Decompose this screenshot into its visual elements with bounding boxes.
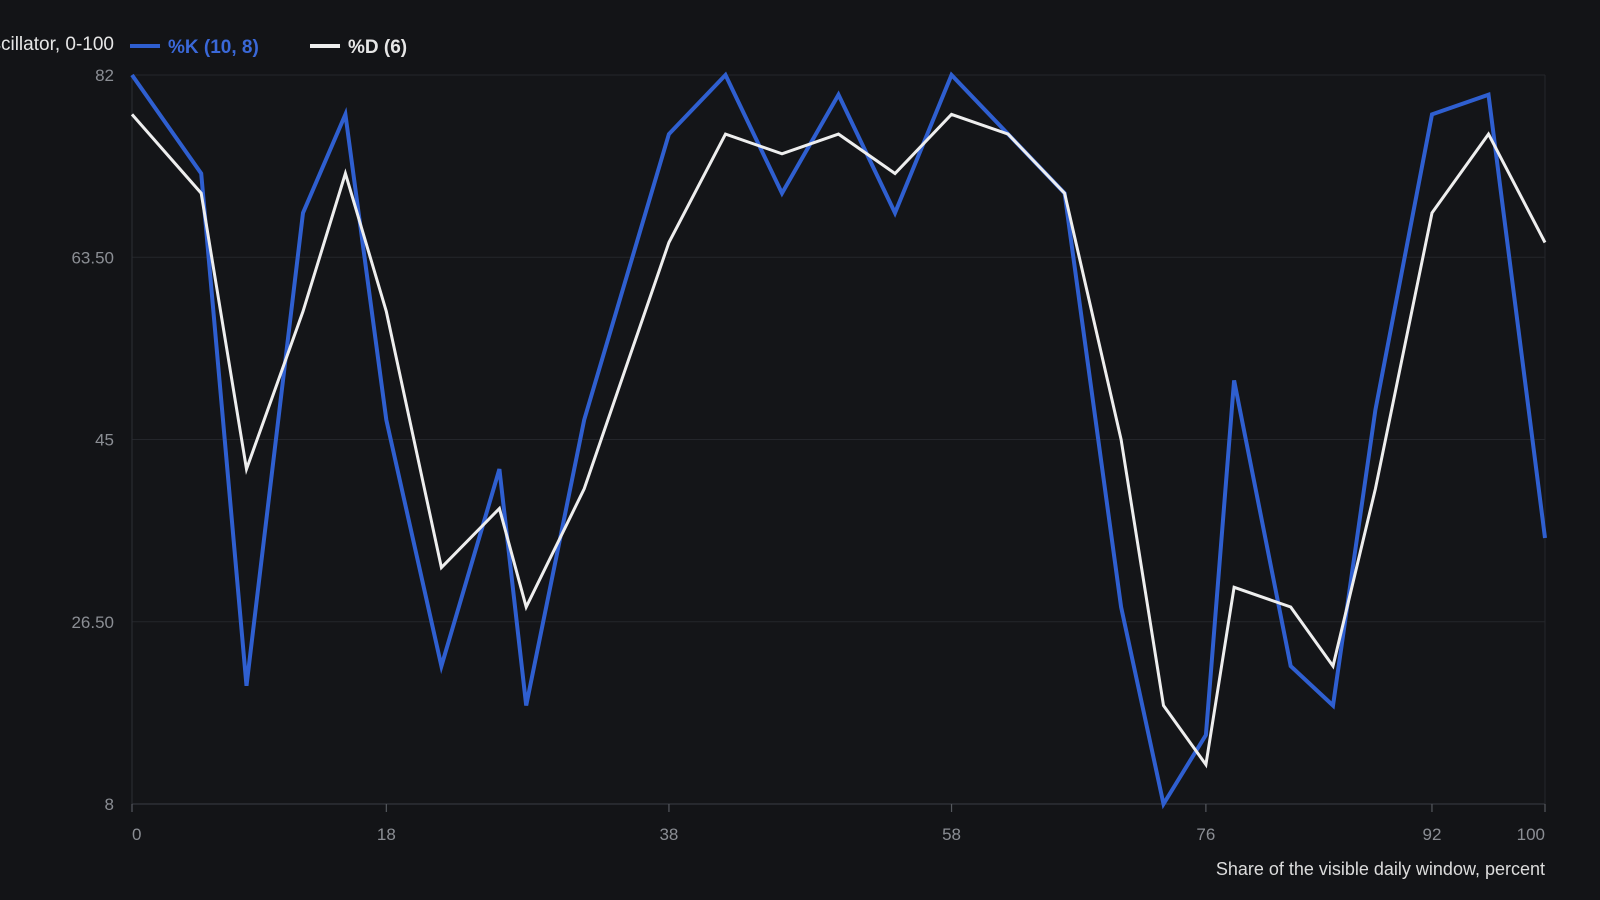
- x-tick-label: 100: [1517, 825, 1545, 844]
- y-tick-label: 26.50: [71, 613, 114, 632]
- y-tick-label: 8: [105, 795, 114, 814]
- x-axis-label: Share of the visible daily window, perce…: [1216, 859, 1545, 879]
- x-tick-label: 76: [1196, 825, 1215, 844]
- series-lines: [130, 71, 1547, 810]
- y-axis-label: Stochastic Oscillator, 0-100: [0, 34, 114, 55]
- legend: Stochastic Oscillator, 0-100 %K (10, 8)%…: [0, 34, 407, 58]
- y-axis-ticks: 8 26.50 45 63.50 82: [71, 66, 114, 814]
- x-tick-label: 92: [1422, 825, 1441, 844]
- series-line-d: [130, 112, 1547, 769]
- y-tick-label: 63.50: [71, 248, 114, 267]
- y-tick-label: 45: [95, 431, 114, 450]
- legend-label: %D (6): [348, 37, 407, 58]
- x-tick-label: 0: [132, 825, 141, 844]
- y-tick-label: 82: [95, 66, 114, 85]
- x-tick-label: 38: [659, 825, 678, 844]
- x-tick-label: 18: [377, 825, 396, 844]
- x-tick-label: 58: [942, 825, 961, 844]
- legend-label: %K (10, 8): [168, 37, 259, 58]
- x-axis-ticks: 0 18 38 58 76 92 100: [131, 804, 1546, 844]
